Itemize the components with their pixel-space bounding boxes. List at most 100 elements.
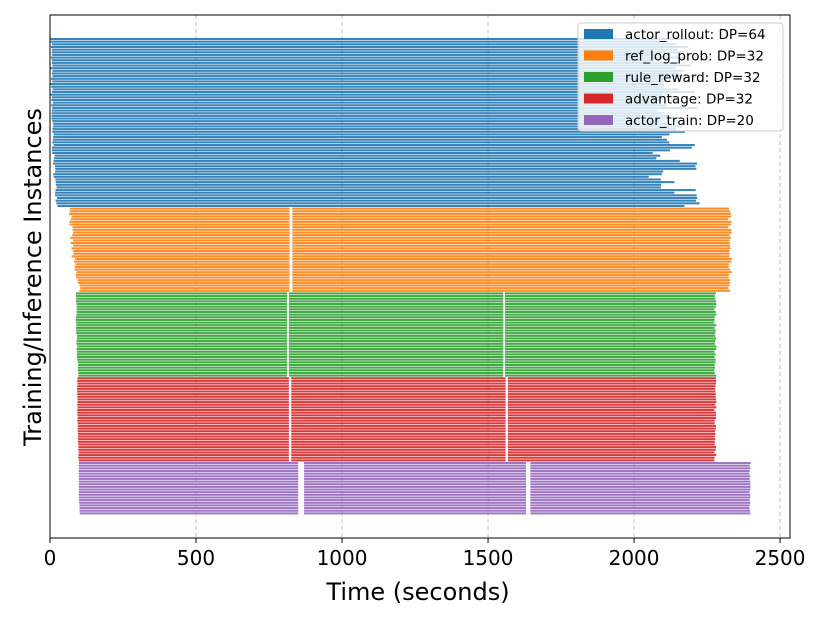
- bar-ref_log_prob: [71, 247, 290, 250]
- bar-advantage: [291, 401, 506, 404]
- bar-actor_rollout: [55, 183, 662, 186]
- bar-ref_log_prob: [292, 252, 730, 255]
- bar-actor_train: [78, 485, 299, 488]
- bar-advantage: [291, 435, 506, 438]
- bar-rule_reward: [78, 363, 288, 366]
- bar-advantage: [507, 422, 715, 425]
- bar-actor_train: [530, 475, 751, 478]
- legend-label-actor_rollout: actor_rollout: DP=64: [625, 27, 766, 43]
- bar-rule_reward: [75, 318, 288, 321]
- bar-actor_train: [530, 501, 751, 504]
- bar-rule_reward: [77, 345, 288, 348]
- bar-rule_reward: [76, 310, 288, 313]
- bar-rule_reward: [76, 297, 288, 300]
- bar-rule_reward: [288, 361, 504, 364]
- bar-rule_reward: [504, 326, 715, 329]
- bar-rule_reward: [78, 371, 288, 374]
- bar-actor_train: [304, 488, 527, 491]
- bar-advantage: [291, 377, 506, 380]
- bar-rule_reward: [75, 292, 288, 295]
- bar-actor_rollout: [51, 117, 677, 120]
- bar-advantage: [78, 456, 289, 459]
- bar-rule_reward: [504, 329, 716, 332]
- bar-advantage: [77, 432, 289, 435]
- bar-rule_reward: [76, 353, 288, 356]
- bar-actor_train: [304, 493, 527, 496]
- bar-actor_train: [530, 504, 750, 507]
- bar-advantage: [77, 395, 289, 398]
- bar-actor_train: [530, 491, 750, 494]
- bar-advantage: [507, 398, 717, 401]
- bar-actor_train: [78, 464, 299, 467]
- bar-advantage: [77, 424, 289, 427]
- bar-ref_log_prob: [292, 257, 732, 260]
- bar-ref_log_prob: [72, 228, 290, 231]
- bar-advantage: [77, 411, 289, 414]
- bar-ref_log_prob: [292, 284, 730, 287]
- bar-actor_train: [304, 469, 527, 472]
- bar-actor_train: [304, 475, 527, 478]
- bar-advantage: [291, 395, 506, 398]
- bar-actor_train: [304, 477, 527, 480]
- bar-rule_reward: [288, 329, 504, 332]
- bar-advantage: [507, 379, 717, 382]
- bar-advantage: [291, 416, 506, 419]
- bar-actor_rollout: [56, 202, 700, 205]
- bar-rule_reward: [504, 337, 716, 340]
- bar-advantage: [507, 403, 716, 406]
- bar-advantage: [507, 401, 717, 404]
- bar-rule_reward: [76, 295, 288, 298]
- bar-advantage: [291, 419, 506, 422]
- bar-advantage: [77, 385, 289, 388]
- bar-ref_log_prob: [69, 210, 290, 213]
- bar-rule_reward: [504, 305, 716, 308]
- bar-actor_train: [530, 483, 751, 486]
- bar-ref_log_prob: [292, 276, 729, 279]
- bar-actor_train: [304, 472, 527, 475]
- bar-advantage: [291, 406, 506, 409]
- bar-actor_train: [304, 480, 527, 483]
- bar-rule_reward: [75, 321, 288, 324]
- bar-ref_log_prob: [292, 265, 729, 268]
- bar-ref_log_prob: [292, 244, 731, 247]
- bar-actor_rollout: [55, 194, 697, 197]
- bar-actor_rollout: [52, 120, 661, 123]
- bar-actor_rollout: [50, 56, 686, 59]
- bar-ref_log_prob: [292, 207, 729, 210]
- bar-advantage: [507, 451, 715, 454]
- bar-rule_reward: [504, 371, 715, 374]
- bar-actor_train: [530, 507, 750, 510]
- bar-actor_rollout: [50, 83, 665, 86]
- bar-advantage: [291, 422, 506, 425]
- bar-actor_train: [304, 464, 527, 467]
- bar-rule_reward: [504, 318, 715, 321]
- bar-actor_train: [79, 483, 299, 486]
- bar-ref_log_prob: [77, 279, 290, 282]
- bar-ref_log_prob: [292, 212, 732, 215]
- bar-advantage: [291, 409, 506, 412]
- bar-advantage: [507, 456, 715, 459]
- bar-actor_train: [530, 509, 751, 512]
- x-axis-ticks: 0 500 1000 1500 2000 2500: [44, 538, 806, 570]
- bar-rule_reward: [504, 332, 716, 335]
- bar-rule_reward: [288, 297, 504, 300]
- bar-actor_train: [78, 462, 299, 465]
- bar-advantage: [507, 419, 715, 422]
- bar-advantage: [507, 432, 716, 435]
- bar-ref_log_prob: [292, 242, 730, 245]
- bar-actor_rollout: [51, 109, 658, 112]
- legend-label-ref_log_prob: ref_log_prob: DP=32: [625, 49, 764, 65]
- bar-advantage: [291, 387, 506, 390]
- bar-actor_train: [530, 512, 751, 515]
- bar-rule_reward: [504, 310, 716, 313]
- bar-actor_rollout: [53, 133, 670, 136]
- legend-swatch-advantage: [584, 93, 613, 104]
- legend-label-rule_reward: rule_reward: DP=32: [625, 70, 761, 86]
- bar-actor_train: [304, 485, 527, 488]
- bar-ref_log_prob: [292, 236, 731, 239]
- bar-rule_reward: [504, 300, 716, 303]
- bar-rule_reward: [288, 321, 504, 324]
- bar-rule_reward: [288, 371, 504, 374]
- bar-ref_log_prob: [73, 252, 290, 255]
- bar-rule_reward: [288, 350, 504, 353]
